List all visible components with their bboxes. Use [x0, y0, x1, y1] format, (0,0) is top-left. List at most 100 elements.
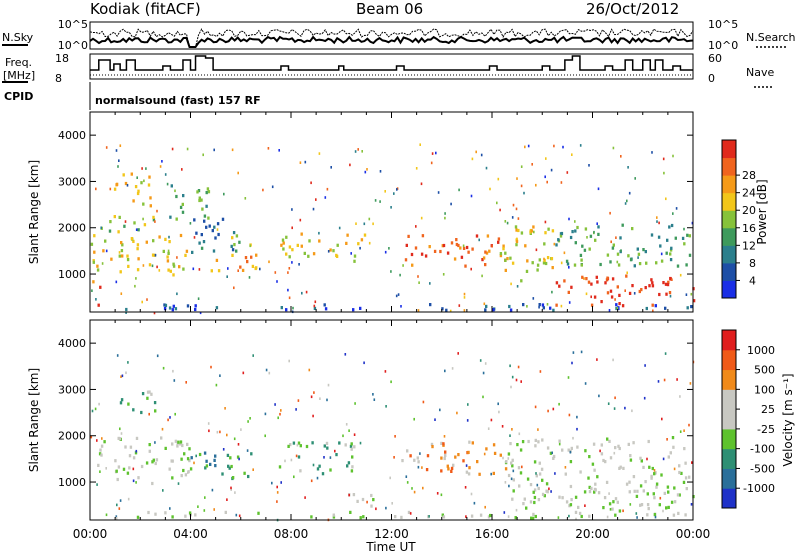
heat-cell [686, 233, 689, 237]
heat-cell [578, 511, 582, 515]
heat-cell [385, 506, 387, 510]
heat-cell [140, 181, 143, 185]
heat-cell [226, 453, 230, 457]
heat-cell [606, 437, 609, 441]
freq-left-tick-bottom: 8 [55, 72, 62, 85]
heat-cell [506, 221, 509, 225]
heat-cell [148, 175, 151, 179]
heat-cell [666, 485, 670, 489]
heat-cell [230, 486, 232, 490]
heat-cell [205, 459, 208, 463]
heat-cell [616, 260, 619, 264]
heat-cell [304, 496, 306, 499]
heat-cell [597, 225, 600, 229]
heat-cell [118, 251, 121, 254]
heat-cell [151, 481, 154, 486]
heat-cell [372, 222, 374, 226]
heat-cell [544, 261, 548, 266]
heat-cell [359, 246, 361, 250]
colorbar-tick-label: 100 [754, 383, 775, 396]
heat-cell [631, 227, 634, 231]
heat-cell [584, 382, 587, 385]
cpid-value: normalsound (fast) 157 RF [95, 94, 261, 107]
noise-left-tick-top: 10^5 [58, 18, 88, 31]
heat-cell [439, 408, 441, 412]
heat-cell [372, 393, 374, 396]
heat-cell [612, 500, 615, 504]
heat-cell [98, 402, 100, 406]
heat-cell [166, 259, 170, 263]
heat-cell [478, 238, 480, 242]
heat-cell [336, 243, 339, 247]
heat-cell [490, 472, 492, 476]
heat-cell [323, 444, 326, 448]
heat-cell [568, 413, 571, 417]
heat-cell [638, 289, 641, 294]
heat-cell [658, 503, 661, 507]
heat-cell [511, 497, 514, 501]
heat-cell [293, 475, 295, 479]
heat-cell [678, 464, 681, 468]
heat-cell [560, 304, 563, 308]
heat-cell [666, 238, 669, 242]
heat-cell [612, 358, 614, 362]
heat-cell [478, 472, 481, 476]
heat-cell [538, 461, 541, 465]
colorbar-segment [722, 227, 736, 246]
heat-cell [370, 493, 373, 498]
heat-cell [676, 378, 678, 381]
heat-cell [691, 221, 694, 225]
heat-cell [665, 506, 668, 510]
heat-cell [608, 309, 611, 312]
colorbar-segment [722, 192, 736, 211]
heat-cell [155, 458, 159, 462]
heat-cell [638, 262, 642, 266]
heat-cell [207, 422, 210, 425]
heat-cell [507, 473, 511, 478]
heat-cell [533, 460, 537, 464]
heat-cell [546, 256, 550, 260]
heat-cell [503, 511, 506, 514]
heat-cell [444, 369, 446, 373]
heat-cell [644, 250, 647, 254]
heat-cell [154, 253, 157, 257]
colorbar-segment [722, 369, 736, 390]
power-colorbar: 4 8 12 16 20 24 28 [721, 139, 756, 299]
heat-cell [277, 416, 279, 420]
heat-cell [351, 455, 354, 459]
heat-cell [545, 157, 547, 160]
heat-cell [152, 239, 155, 243]
heat-cell [600, 452, 604, 456]
heat-cell [182, 194, 185, 198]
heat-cell [512, 469, 515, 473]
heat-cell [141, 300, 143, 304]
heat-cell [232, 231, 236, 235]
heat-cell [464, 486, 467, 489]
heat-cell [268, 260, 270, 264]
heat-cell [497, 177, 500, 181]
heat-cell [405, 243, 408, 247]
heat-cell [541, 492, 545, 496]
heat-cell [533, 230, 535, 234]
heat-cell [462, 244, 465, 248]
heat-cell [198, 196, 201, 200]
heat-cell [548, 487, 550, 491]
heat-cell [539, 370, 542, 373]
heat-cell [409, 454, 412, 458]
heat-cell [598, 394, 600, 398]
heat-cell [148, 412, 150, 416]
heat-cell [120, 375, 122, 378]
heat-cell [433, 249, 437, 253]
heat-cell [570, 285, 573, 289]
heat-cell [154, 512, 157, 516]
heat-cell [332, 515, 336, 519]
colorbar-tick-label: 20 [742, 204, 756, 217]
heat-cell [181, 210, 185, 214]
heat-cell [267, 147, 270, 150]
heat-cell [276, 491, 279, 494]
heat-cell [583, 490, 587, 494]
heat-cell [196, 190, 199, 194]
heat-cell [177, 440, 180, 444]
y-tick-label: 3000 [58, 383, 86, 396]
